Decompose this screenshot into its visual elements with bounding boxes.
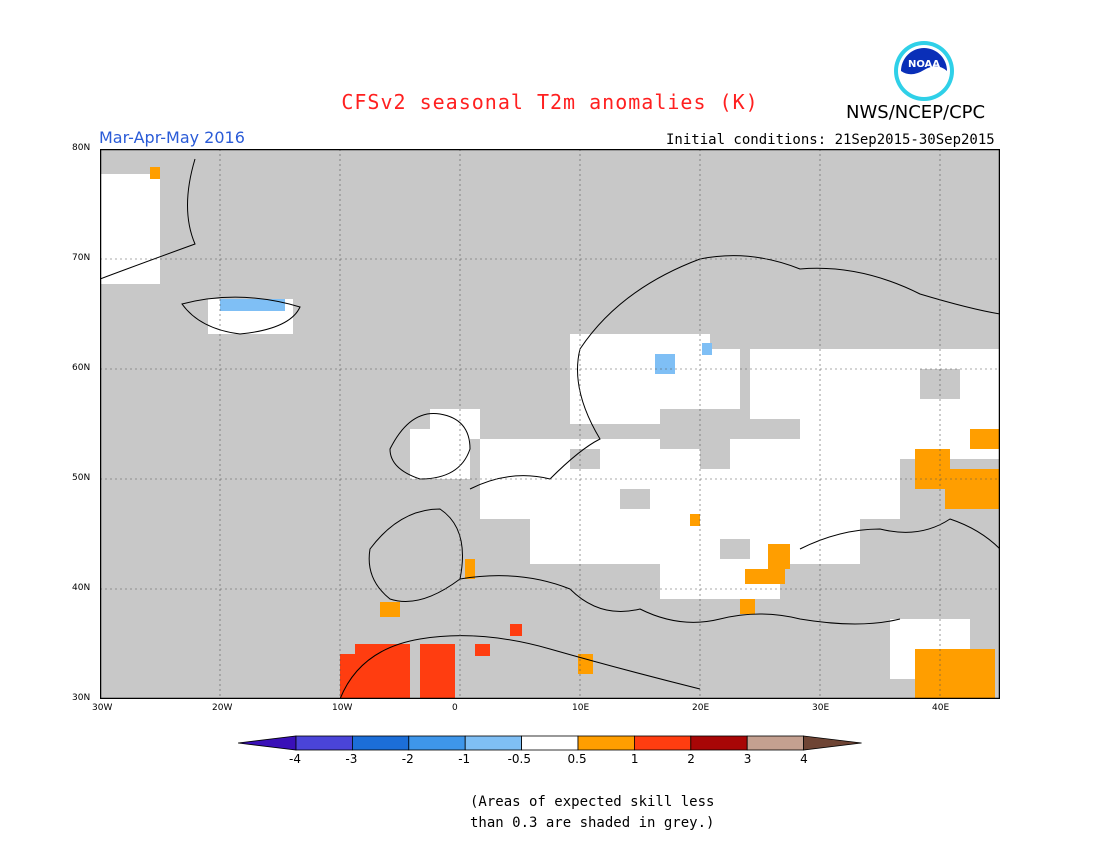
- colorbar-label: 0.5: [567, 752, 587, 766]
- svg-text:NOAA: NOAA: [908, 59, 940, 70]
- lon-tick-label: 10E: [572, 703, 590, 713]
- colorbar-segment: [238, 735, 297, 751]
- colorbar-label: -3: [345, 752, 358, 766]
- lat-tick-label: 50N: [72, 473, 91, 483]
- colorbar-segment: [577, 735, 635, 751]
- anomaly-map: [100, 149, 1000, 699]
- map-title: CFSv2 seasonal T2m anomalies (K): [341, 90, 759, 114]
- lon-tick-label: 10W: [332, 703, 353, 713]
- agency-label: NWS/NCEP/CPC: [846, 102, 986, 123]
- colorbar-label: 1: [630, 752, 639, 766]
- lat-tick-label: 40N: [72, 583, 91, 593]
- coastlines: [100, 158, 1000, 699]
- lat-tick-label: 80N: [72, 143, 91, 153]
- colorbar-segment: [464, 735, 522, 751]
- lon-tick-label: 20W: [212, 703, 233, 713]
- colorbar-label: 2: [687, 752, 695, 766]
- colorbar-label: -1: [458, 752, 471, 766]
- initial-conditions: Initial conditions: 21Sep2015-30Sep2015: [666, 132, 995, 148]
- lon-tick-label: 20E: [692, 703, 710, 713]
- colorbar-segment: [690, 735, 748, 751]
- colorbar: [238, 735, 862, 751]
- colorbar-label: -2: [401, 752, 414, 766]
- colorbar-label: -0.5: [507, 752, 532, 766]
- lat-tick-label: 30N: [72, 693, 91, 703]
- lat-tick-label: 70N: [72, 253, 91, 263]
- colorbar-label: 3: [743, 752, 752, 766]
- skill-note-line-2: than 0.3 are shaded in grey.): [470, 815, 715, 831]
- noaa-logo: NOAA: [894, 41, 954, 101]
- graticule: [100, 149, 1000, 699]
- orange-anomalies: [150, 167, 1000, 699]
- colorbar-segment: [633, 735, 692, 751]
- lon-tick-label: 40E: [932, 703, 950, 713]
- skill-note: (Areas of expected skill less than 0.3 a…: [470, 792, 714, 834]
- lon-tick-label: 0: [452, 703, 458, 713]
- colorbar-segment: [803, 735, 862, 751]
- colorbar-segment: [408, 735, 466, 751]
- colorbar-segment: [352, 735, 410, 751]
- skill-note-line-1: (Areas of expected skill less: [470, 794, 715, 810]
- map-frame: [100, 149, 1000, 699]
- lon-tick-label: 30E: [812, 703, 830, 713]
- red-orange-anomalies: [340, 624, 522, 699]
- colorbar-label: -4: [289, 752, 301, 766]
- colorbar-segment: [295, 735, 353, 751]
- forecast-period: Mar-Apr-May 2016: [99, 128, 245, 147]
- colorbar-segment: [746, 735, 805, 751]
- colorbar-segment: [521, 735, 579, 751]
- lat-tick-label: 60N: [72, 363, 91, 373]
- lon-tick-label: 30W: [92, 703, 113, 713]
- colorbar-label: 4: [800, 752, 808, 766]
